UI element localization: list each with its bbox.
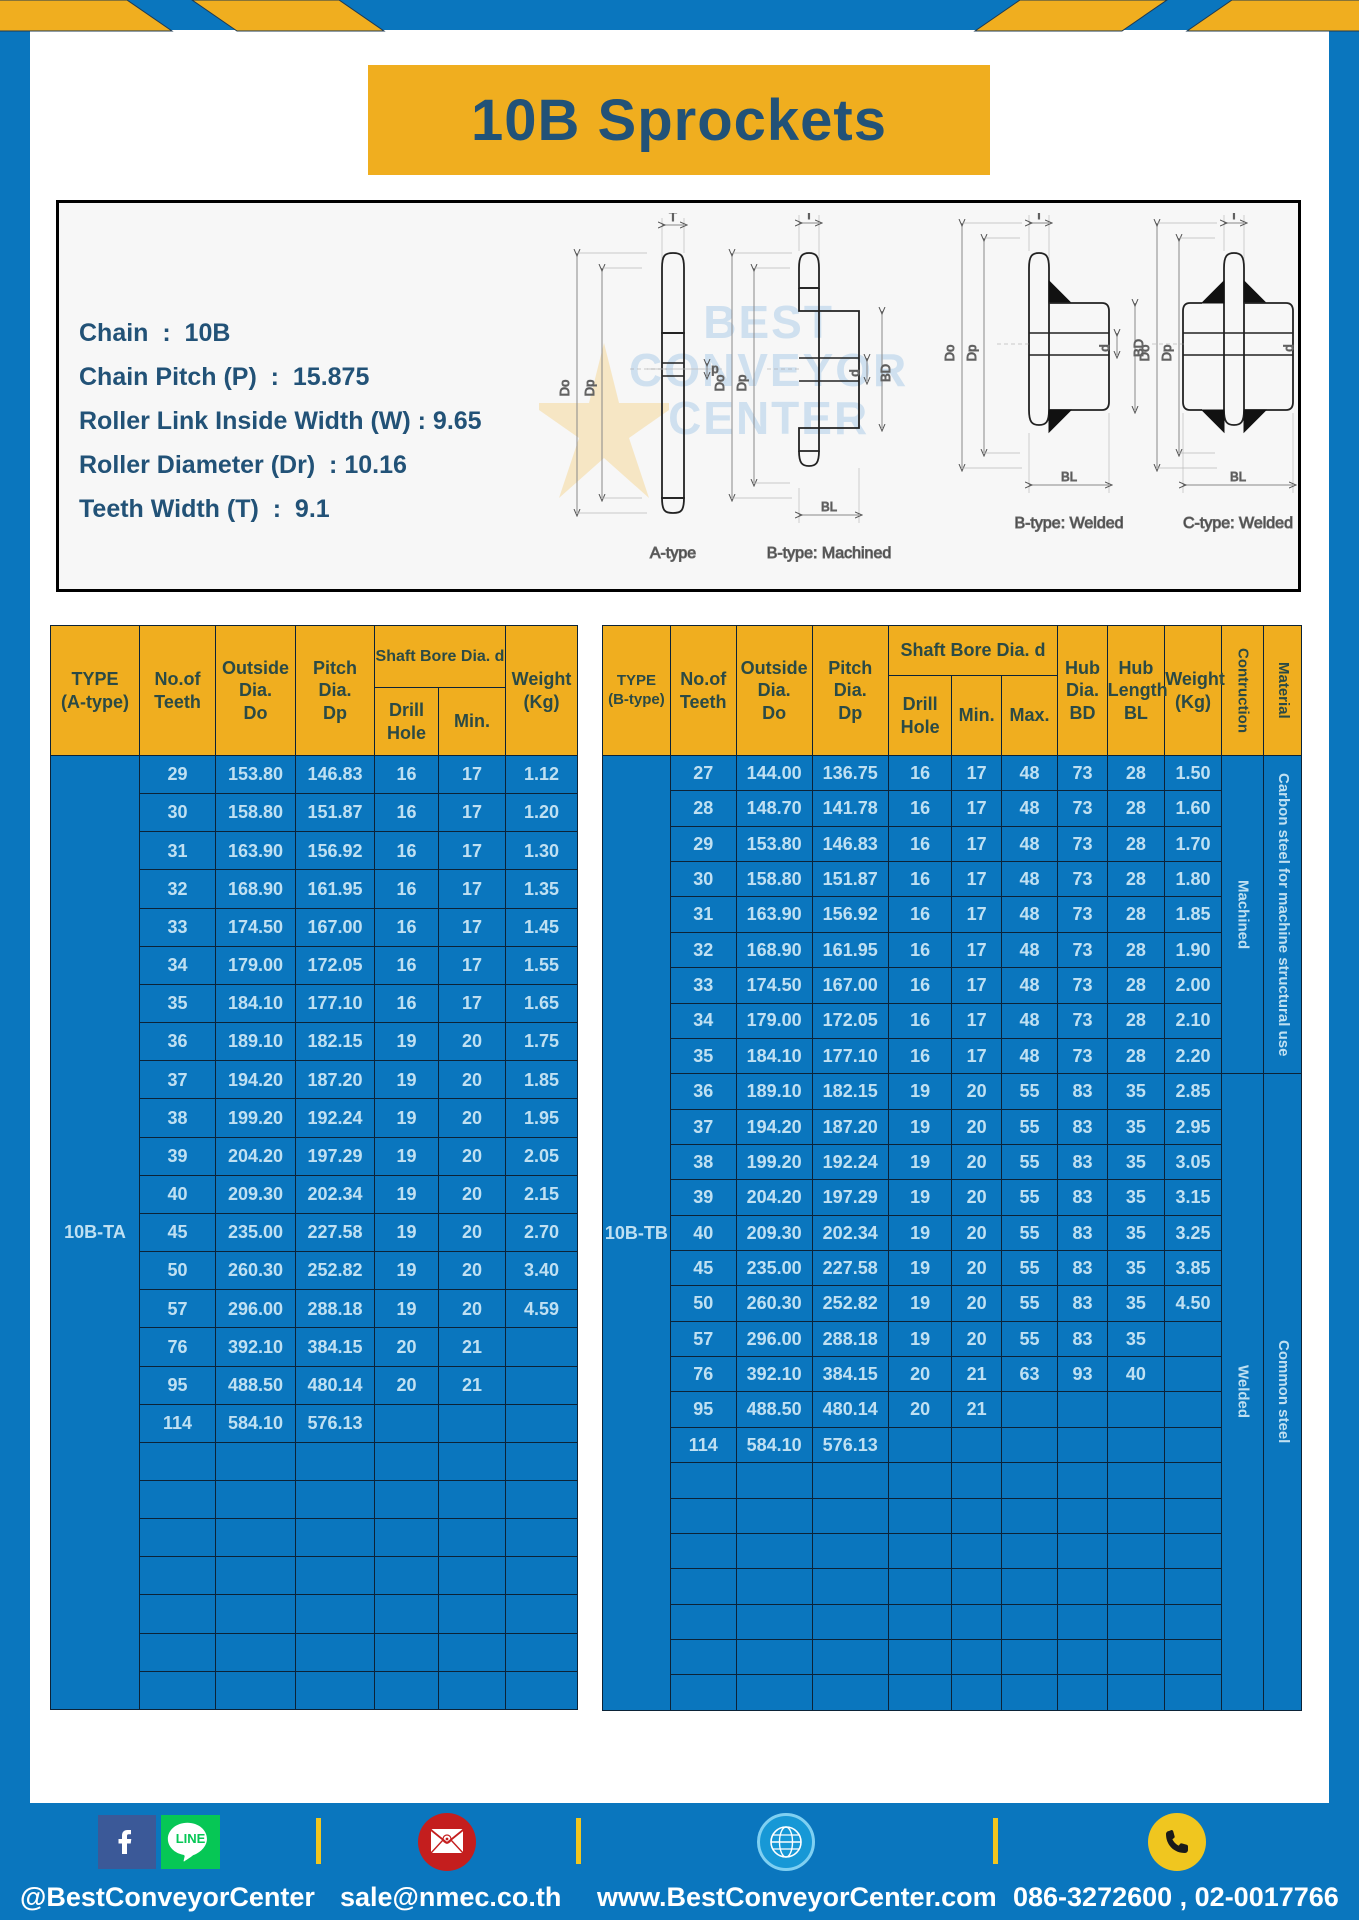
svg-text:BL: BL	[821, 499, 837, 514]
svg-text:Dp: Dp	[964, 345, 979, 362]
svg-text:B-type: Machined: B-type: Machined	[767, 545, 892, 562]
svg-text:A-type: A-type	[650, 545, 696, 562]
svg-text:Do: Do	[942, 345, 957, 362]
svg-text:T: T	[805, 213, 813, 222]
svg-text:Dp: Dp	[1159, 345, 1174, 362]
svg-text:BL: BL	[1061, 469, 1077, 484]
svg-text:d: d	[1281, 344, 1296, 351]
svg-text:B-type: Welded: B-type: Welded	[1014, 515, 1123, 532]
svg-text:d: d	[1097, 344, 1112, 351]
svg-text:d: d	[847, 369, 862, 376]
svg-text:T: T	[669, 213, 677, 224]
svg-text:Dp: Dp	[734, 375, 749, 392]
svg-text:C-type: Welded: C-type: Welded	[1183, 515, 1293, 532]
svg-text:BL: BL	[1230, 469, 1246, 484]
svg-text:Do: Do	[1137, 345, 1152, 362]
svg-text:T: T	[1230, 213, 1238, 222]
svg-text:Do: Do	[712, 375, 727, 392]
svg-text:Do: Do	[557, 380, 572, 397]
svg-text:p: p	[711, 361, 718, 376]
svg-text:BD: BD	[878, 364, 893, 382]
svg-text:T: T	[1035, 213, 1043, 222]
svg-text:Dp: Dp	[582, 380, 597, 397]
